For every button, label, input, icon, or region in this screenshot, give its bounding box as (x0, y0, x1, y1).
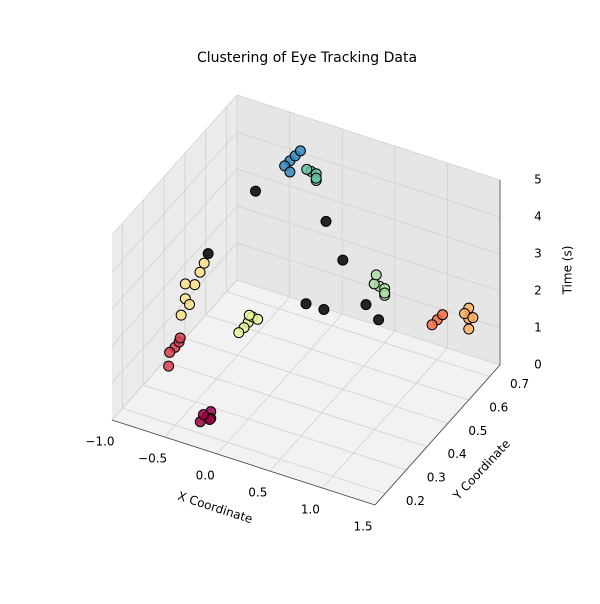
z-tick-label: 5 (534, 173, 542, 187)
x-tick-label: 0.5 (248, 486, 267, 500)
x-tick-label: 1.5 (353, 520, 372, 534)
point (294, 145, 306, 157)
point (467, 312, 479, 324)
point (175, 309, 187, 321)
grid-line (122, 407, 386, 494)
z-tick-label: 3 (534, 247, 542, 261)
point (179, 278, 191, 290)
grid-line (164, 296, 290, 438)
grid-line (205, 314, 469, 401)
grid-line (111, 131, 238, 273)
grid-line (269, 330, 396, 472)
point (379, 287, 391, 299)
point (243, 309, 255, 321)
grid-line (236, 205, 501, 292)
x-axis-line (111, 419, 376, 506)
y-tick-label: 0.7 (510, 377, 529, 391)
point (189, 279, 201, 291)
point (301, 163, 313, 175)
point (197, 409, 209, 421)
grid-line (184, 337, 449, 424)
grid-line (143, 384, 407, 471)
grid-line (236, 279, 501, 366)
grid-line (111, 168, 238, 310)
point (174, 332, 186, 344)
point (426, 319, 438, 331)
point (320, 215, 332, 227)
point (300, 298, 312, 310)
x-tick-label: −0.5 (138, 452, 167, 466)
point (437, 309, 449, 321)
grid-line (226, 291, 490, 378)
grid-line (236, 168, 501, 255)
point (318, 303, 330, 315)
point (373, 314, 385, 326)
grid-line (111, 205, 238, 347)
point (233, 327, 245, 339)
y-tick-label: 0.4 (448, 447, 467, 461)
x-axis-label: X Coordinate (176, 489, 254, 526)
z-axis-label: Time (s) (561, 246, 575, 296)
grid-line (236, 242, 501, 329)
x-tick-label: −1.0 (85, 435, 114, 449)
floor-pane (112, 280, 500, 505)
point (360, 299, 372, 311)
grid-line (322, 347, 448, 489)
y-tick-label: 0.3 (427, 471, 446, 485)
point (194, 266, 206, 278)
point (250, 185, 262, 197)
point (337, 254, 349, 266)
point (164, 346, 176, 358)
grid-line (111, 242, 238, 384)
point (463, 323, 475, 335)
point (184, 298, 196, 310)
chart-title: Clustering of Eye Tracking Data (197, 50, 417, 66)
point (198, 257, 210, 269)
x-tick-label: 1.0 (301, 503, 320, 517)
z-tick-label: 1 (534, 321, 542, 335)
grid-line (236, 94, 501, 181)
grid-line (163, 361, 428, 448)
y-tick-label: 0.6 (489, 401, 508, 415)
z-tick-label: 0 (534, 358, 542, 372)
point (202, 248, 214, 260)
y-tick-label: 0.5 (468, 424, 487, 438)
point (310, 172, 322, 184)
grid-line (236, 131, 501, 218)
point (284, 166, 296, 178)
y-tick-label: 0.2 (406, 494, 425, 508)
point (163, 360, 175, 372)
x-tick-label: 0.0 (196, 469, 215, 483)
point (368, 278, 380, 290)
point (370, 269, 382, 281)
y-axis-line (374, 364, 501, 506)
grid-line (111, 94, 238, 236)
back-pane (237, 95, 500, 365)
z-tick-label: 2 (534, 284, 542, 298)
z-tick-label: 4 (534, 210, 542, 224)
grid-line (216, 313, 343, 455)
